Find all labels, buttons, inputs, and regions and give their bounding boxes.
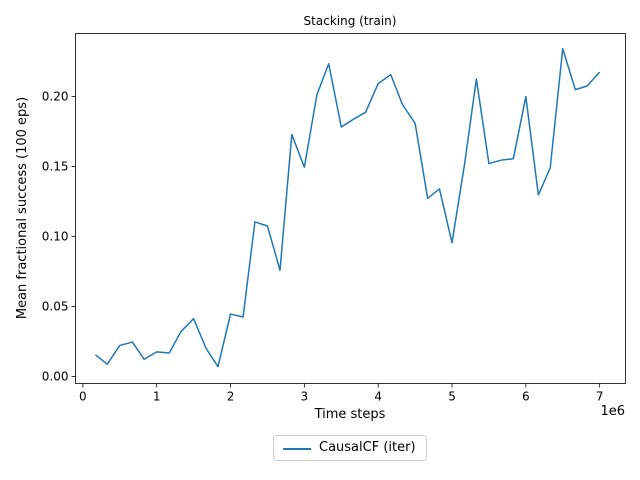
- x-axis: 0 1 2 3 4 5 6 7: [79, 383, 604, 404]
- x-axis-label: Time steps: [314, 407, 386, 422]
- chart-title: Stacking (train): [304, 14, 397, 28]
- x-tick-label: 1: [153, 390, 161, 404]
- x-tick-label: 6: [522, 390, 530, 404]
- legend: CausalCF (iter): [273, 435, 427, 461]
- x-axis-scale-label: 1e6: [600, 404, 625, 419]
- x-tick-label: 4: [374, 390, 382, 404]
- x-tick-label: 2: [227, 390, 235, 404]
- y-tick-label: 0.05: [42, 300, 69, 314]
- plot-frame: [75, 33, 626, 384]
- x-tick-label: 0: [79, 390, 87, 404]
- y-tick-label: 0.15: [42, 160, 69, 174]
- y-axis: 0.00 0.05 0.10 0.15 0.20: [42, 90, 76, 384]
- series-line-0: [94, 47, 601, 368]
- y-tick-label: 0.20: [42, 90, 69, 104]
- x-tick-label: 5: [448, 390, 456, 404]
- y-tick-label: 0.10: [42, 230, 69, 244]
- y-axis-label: Mean fractional success (100 eps): [15, 97, 30, 319]
- y-tick-label: 0.00: [42, 370, 69, 384]
- plot-content: [94, 47, 601, 368]
- legend-label: CausalCF (iter): [319, 440, 416, 455]
- legend-line-swatch: [283, 448, 311, 450]
- x-tick-label: 3: [301, 390, 309, 404]
- x-tick-label: 7: [596, 390, 604, 404]
